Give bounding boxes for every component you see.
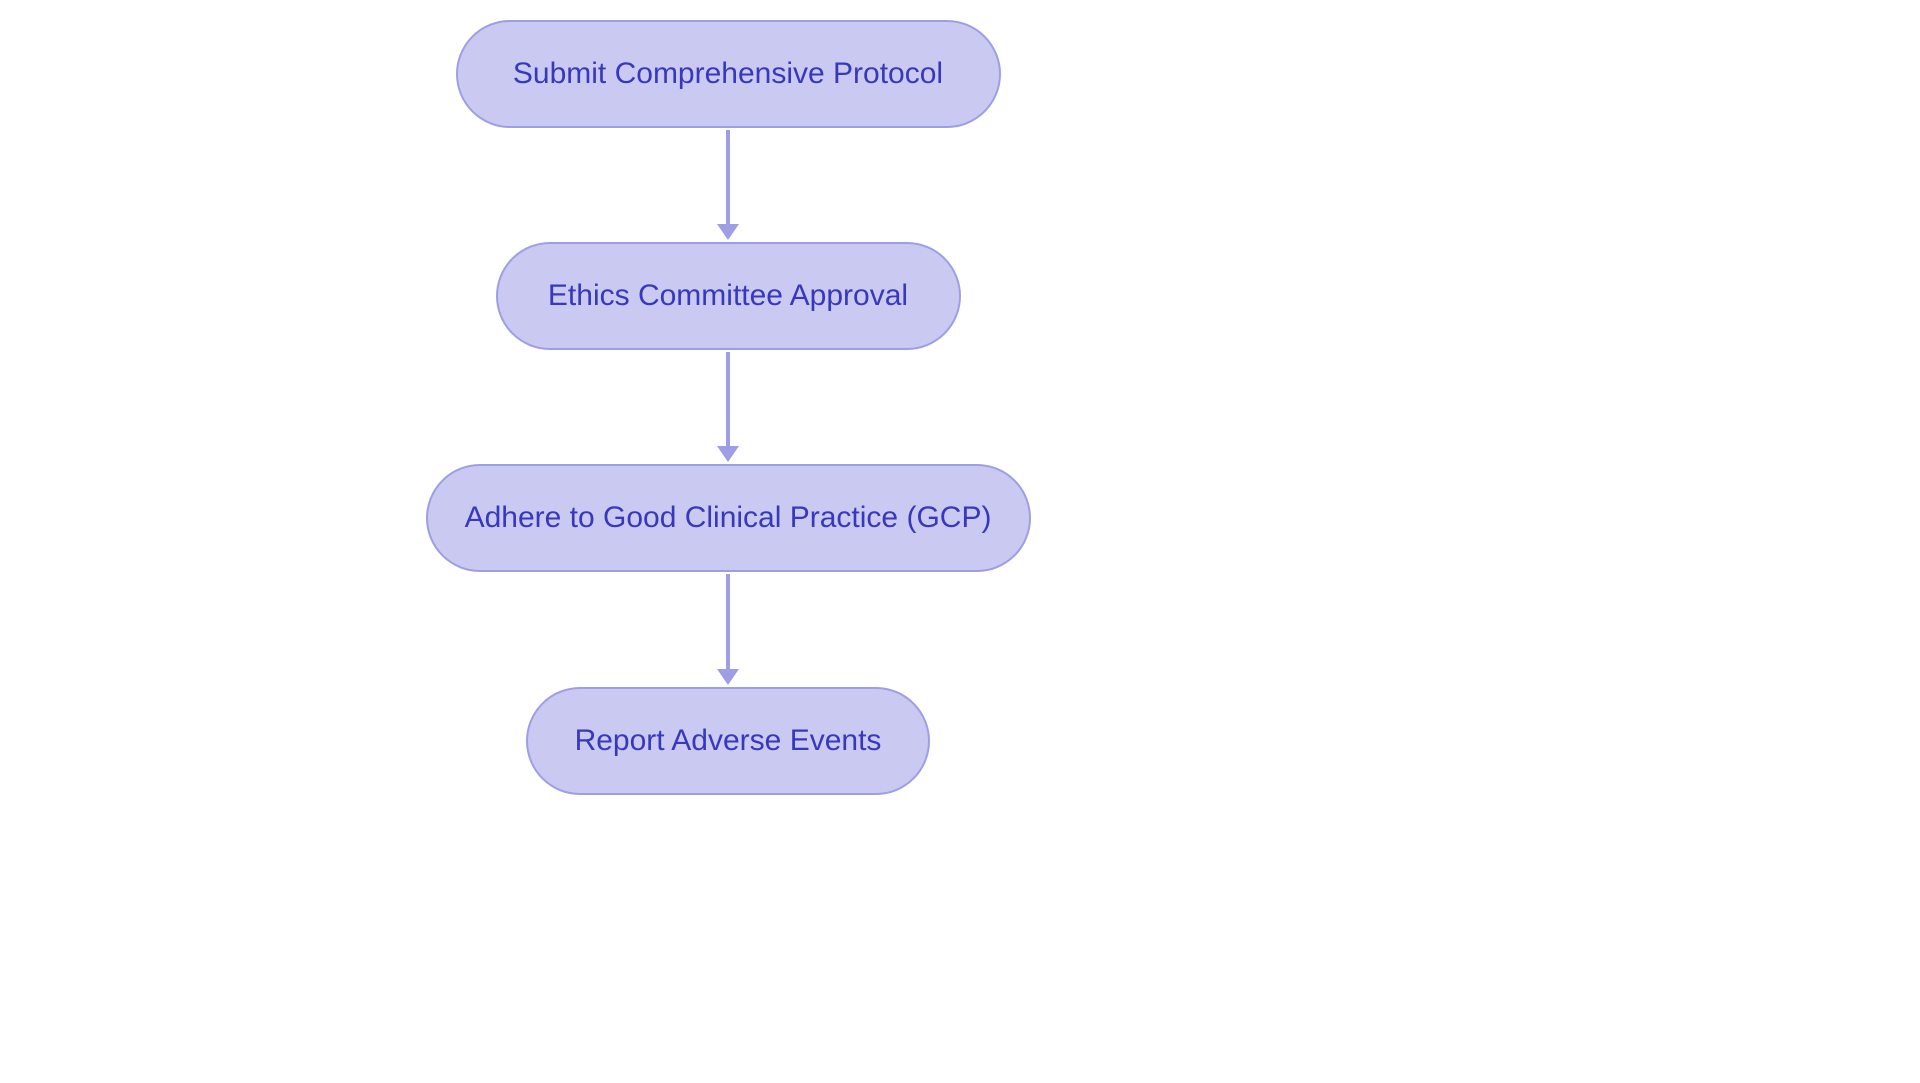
flowchart-node-submit-protocol: Submit Comprehensive Protocol bbox=[456, 20, 1001, 128]
flowchart-arrow bbox=[713, 572, 743, 687]
flowchart-node-gcp: Adhere to Good Clinical Practice (GCP) bbox=[426, 464, 1031, 572]
node-label: Report Adverse Events bbox=[575, 724, 882, 758]
node-label: Submit Comprehensive Protocol bbox=[513, 57, 943, 91]
node-label: Adhere to Good Clinical Practice (GCP) bbox=[465, 501, 992, 535]
flowchart-arrow bbox=[713, 350, 743, 464]
flowchart-container: Submit Comprehensive Protocol Ethics Com… bbox=[0, 0, 1920, 1083]
node-label: Ethics Committee Approval bbox=[548, 279, 908, 313]
flowchart-node-report-adverse: Report Adverse Events bbox=[526, 687, 930, 795]
flowchart-node-ethics-approval: Ethics Committee Approval bbox=[496, 242, 961, 350]
flowchart-arrow bbox=[713, 128, 743, 242]
